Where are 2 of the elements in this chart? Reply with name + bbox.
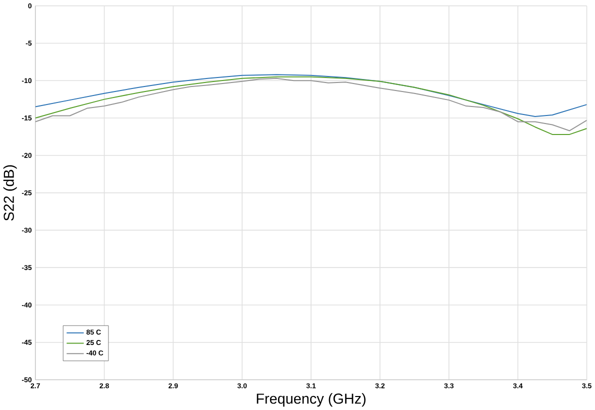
y-axis-title: S22 (dB) — [3, 165, 17, 221]
x-axis-title: Frequency (GHz) — [256, 393, 366, 407]
